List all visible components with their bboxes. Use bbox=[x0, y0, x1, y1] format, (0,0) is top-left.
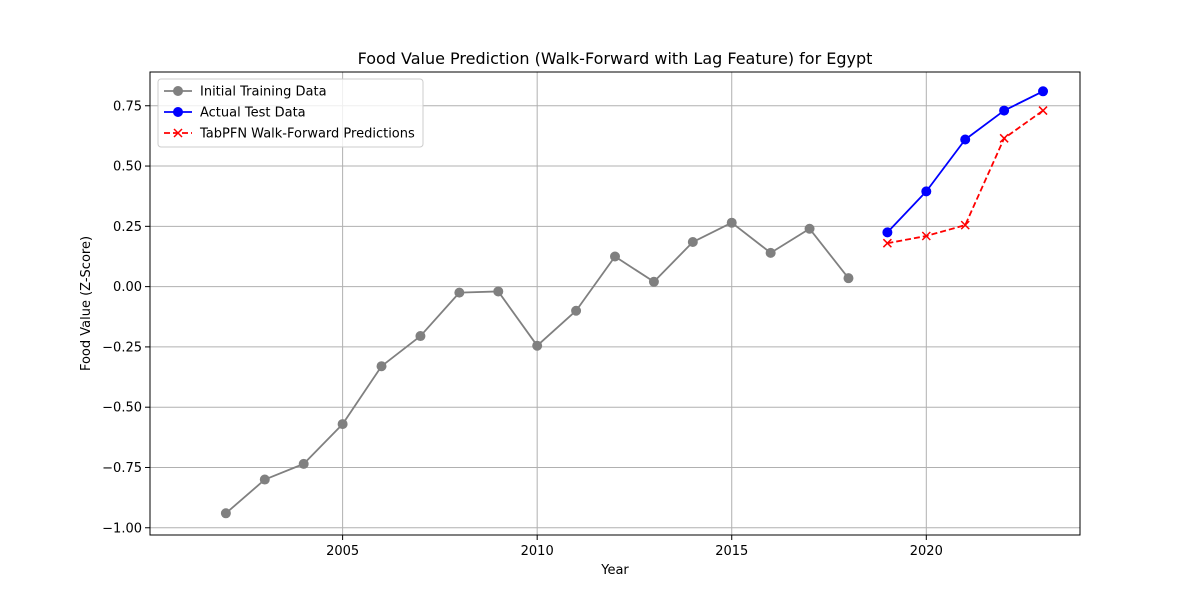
y-tick-label: 0.25 bbox=[113, 220, 142, 235]
data-point bbox=[921, 186, 932, 197]
data-point bbox=[454, 287, 465, 298]
x-tick-label: 2020 bbox=[910, 544, 943, 559]
x-marker-stroke bbox=[1038, 106, 1048, 116]
data-point bbox=[415, 331, 426, 342]
x-marker-stroke bbox=[882, 238, 892, 248]
x-marker-stroke bbox=[999, 133, 1009, 143]
legend-entry: TabPFN Walk-Forward Predictions bbox=[164, 127, 415, 142]
series-0 bbox=[220, 217, 854, 519]
legend-box bbox=[157, 78, 424, 148]
data-point bbox=[882, 238, 892, 248]
data-point bbox=[687, 237, 698, 248]
series-2 bbox=[882, 106, 1048, 248]
legend-marker bbox=[173, 128, 183, 138]
legend: Initial Training Data Actual Test Data Tab… bbox=[157, 78, 424, 148]
y-tick-label: −0.75 bbox=[102, 461, 142, 476]
y-tick-label: 0.00 bbox=[113, 280, 142, 295]
data-point bbox=[1038, 86, 1049, 97]
y-tick-label: 0.75 bbox=[113, 99, 142, 114]
x-tick-label: 2005 bbox=[326, 544, 359, 559]
y-tick-label: −0.25 bbox=[102, 340, 142, 355]
x-marker-stroke bbox=[960, 220, 970, 230]
series-line bbox=[886, 90, 1044, 233]
plot-series bbox=[220, 86, 1049, 519]
data-point bbox=[921, 231, 931, 241]
data-point bbox=[532, 340, 543, 351]
legend-marker bbox=[173, 86, 183, 96]
x-tick-label: 2010 bbox=[521, 544, 554, 559]
data-point bbox=[298, 458, 309, 469]
legend-label: Initial Training Data bbox=[200, 85, 327, 100]
data-point bbox=[337, 419, 348, 430]
data-point bbox=[259, 474, 270, 485]
data-point bbox=[999, 105, 1010, 116]
x-marker-stroke bbox=[173, 128, 183, 138]
ticks: 2005 2010 2015 2020 −1.00 −0.75 −0.50 −0.25 0.00… bbox=[102, 99, 943, 559]
data-point bbox=[493, 286, 504, 297]
data-point bbox=[726, 217, 737, 228]
x-axis-title: Year bbox=[600, 563, 629, 578]
data-point bbox=[765, 247, 776, 258]
data-point bbox=[999, 133, 1009, 143]
y-axis-title: Food Value (Z-Score) bbox=[79, 236, 94, 371]
series-line bbox=[887, 109, 1044, 245]
data-point bbox=[220, 508, 231, 519]
series-1 bbox=[882, 86, 1049, 238]
data-point bbox=[960, 220, 970, 230]
x-marker-stroke bbox=[921, 231, 931, 241]
data-point bbox=[648, 276, 659, 287]
chart-title: Food Value Prediction (Walk-Forward with… bbox=[358, 49, 873, 68]
x-tick-label: 2015 bbox=[715, 544, 748, 559]
y-tick-label: 0.50 bbox=[113, 160, 142, 175]
data-point bbox=[1038, 106, 1048, 116]
legend-entry: Initial Training Data bbox=[164, 85, 327, 100]
data-point bbox=[610, 251, 620, 262]
legend-marker bbox=[173, 107, 183, 117]
data-point bbox=[804, 223, 815, 234]
data-point bbox=[571, 305, 582, 316]
plot-frame bbox=[149, 71, 1081, 536]
y-tick-label: −1.00 bbox=[102, 521, 142, 536]
data-point bbox=[376, 361, 387, 372]
legend-entry: Actual Test Data bbox=[164, 106, 306, 121]
data-point bbox=[843, 273, 854, 284]
y-tick-label: −0.50 bbox=[102, 401, 142, 416]
legend-label: TabPFN Walk-Forward Predictions bbox=[199, 127, 415, 142]
legend-label: Actual Test Data bbox=[200, 106, 306, 121]
data-point bbox=[882, 227, 893, 238]
data-point bbox=[960, 134, 971, 145]
